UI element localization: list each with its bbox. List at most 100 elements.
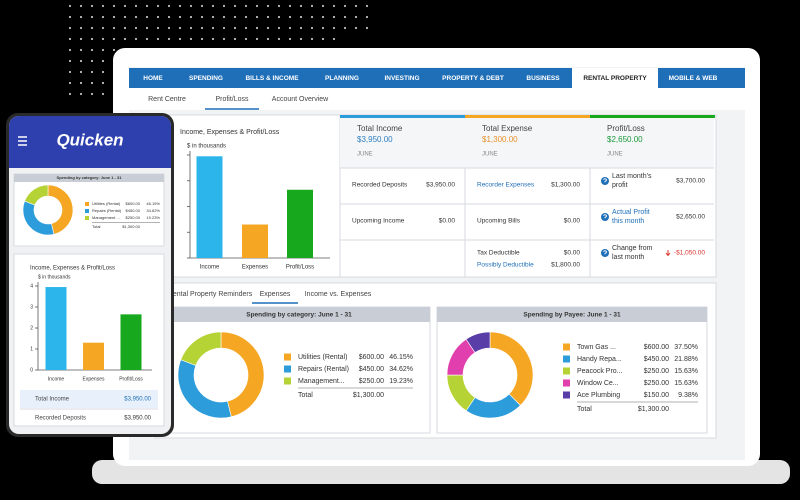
x-tick-label: Expenses xyxy=(83,376,105,382)
dot xyxy=(90,26,94,30)
legend-percent: 9.38% xyxy=(678,392,698,399)
row-label: Recorded Deposits xyxy=(352,182,408,189)
dot xyxy=(310,37,314,41)
nav-item[interactable]: RENTAL PROPERTY xyxy=(583,75,647,82)
report-tab[interactable]: Income vs. Expenses xyxy=(305,291,372,298)
dot xyxy=(365,15,369,19)
brand: Quicken xyxy=(56,130,123,149)
menu-icon[interactable] xyxy=(18,136,27,146)
row-label: Upcoming Income xyxy=(352,218,405,225)
dot xyxy=(266,37,270,41)
legend-swatch xyxy=(85,202,89,206)
legend-swatch xyxy=(563,367,570,375)
dot xyxy=(321,15,325,19)
dot xyxy=(244,26,248,30)
nav-item[interactable]: SPENDING xyxy=(189,75,223,82)
row-value: $1,800.00 xyxy=(551,262,580,269)
row-label[interactable]: Actual Profit this month xyxy=(612,209,650,225)
dot xyxy=(101,70,105,74)
dot xyxy=(178,4,182,8)
legend-swatch xyxy=(284,353,291,361)
dot xyxy=(145,26,149,30)
dot xyxy=(277,15,281,19)
subtab[interactable]: Account Overview xyxy=(272,96,329,103)
legend-value: $250.00 xyxy=(644,380,669,387)
row-label[interactable]: Possibly Deductible xyxy=(477,262,534,269)
nav-item[interactable]: HOME xyxy=(143,75,163,82)
nav-item[interactable]: PLANNING xyxy=(325,75,359,82)
dot xyxy=(211,15,215,19)
dot xyxy=(222,37,226,41)
dot xyxy=(167,26,171,30)
subtab[interactable]: Profit/Loss xyxy=(215,96,249,103)
dot xyxy=(233,26,237,30)
donut-slice xyxy=(24,184,49,206)
dot xyxy=(277,4,281,8)
dot xyxy=(354,26,358,30)
legend-value: $600.00 xyxy=(126,201,141,206)
dot xyxy=(222,15,226,19)
card-header xyxy=(168,307,430,322)
legend-value: $450.00 xyxy=(359,366,384,373)
dot xyxy=(68,59,72,63)
dot xyxy=(233,4,237,8)
dot xyxy=(189,37,193,41)
dot xyxy=(288,26,292,30)
subtab[interactable]: Rent Centre xyxy=(148,96,186,103)
dot xyxy=(189,15,193,19)
legend-value: $600.00 xyxy=(644,344,669,351)
dot xyxy=(90,48,94,52)
row-label-box: Last month's profit xyxy=(612,173,651,189)
row-value: -$1,050.00 xyxy=(674,250,705,257)
dot xyxy=(299,15,303,19)
summary-title: Total Income xyxy=(357,124,403,133)
dot xyxy=(365,4,369,8)
nav-item[interactable]: MOBILE & WEB xyxy=(669,75,718,82)
dot xyxy=(90,70,94,74)
dot xyxy=(310,15,314,19)
nav-item[interactable]: BUSINESS xyxy=(526,75,560,82)
legend-value: $600.00 xyxy=(359,354,384,361)
chart-title: Spending by category: June 1 - 31 xyxy=(57,175,123,180)
summary-period: JUNE xyxy=(357,152,373,158)
row-label[interactable]: Recorder Expenses xyxy=(477,182,535,189)
dot xyxy=(332,4,336,8)
total-label: Total xyxy=(577,406,592,413)
bar xyxy=(45,287,67,370)
row-label: Change from last month xyxy=(612,245,653,261)
dot xyxy=(288,15,292,19)
nav-item[interactable]: INVESTING xyxy=(384,75,419,82)
nav-item[interactable]: PROPERTY & DEBT xyxy=(442,75,504,82)
down-arrow xyxy=(665,250,671,257)
dot xyxy=(200,26,204,30)
dot xyxy=(112,15,116,19)
legend-label: Ace Plumbing xyxy=(577,392,620,399)
dot xyxy=(123,4,127,8)
report-tab[interactable]: Expenses xyxy=(260,291,291,298)
dot xyxy=(145,37,149,41)
dot xyxy=(101,59,105,63)
legend-value: $250.00 xyxy=(644,368,669,375)
legend-swatch xyxy=(563,355,570,363)
dot xyxy=(145,15,149,19)
dot xyxy=(222,26,226,30)
dot xyxy=(156,37,160,41)
row-label-box: Actual Profit this month xyxy=(612,209,650,225)
dot xyxy=(255,37,259,41)
axis-label: $ in thousands xyxy=(187,144,226,150)
legend-value: $250.00 xyxy=(359,378,384,385)
dot xyxy=(167,37,171,41)
dot xyxy=(200,15,204,19)
dot xyxy=(68,70,72,74)
dot xyxy=(112,4,116,8)
dot xyxy=(101,37,105,41)
y-tick-label: 0 xyxy=(30,367,33,373)
legend-label: Utilities (Rental) xyxy=(92,201,121,206)
dot xyxy=(101,26,105,30)
report-tab[interactable]: Rental Property Reminders xyxy=(168,291,253,298)
total-value: $1,300.00 xyxy=(122,224,141,229)
dot xyxy=(134,4,138,8)
nav-item[interactable]: BILLS & INCOME xyxy=(245,75,299,82)
summary-period: JUNE xyxy=(607,152,623,158)
dot xyxy=(244,4,248,8)
